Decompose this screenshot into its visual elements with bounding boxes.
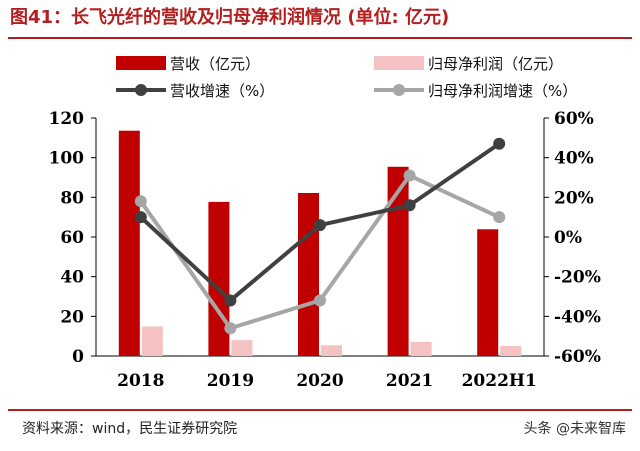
x-tick-label: 2021	[386, 371, 433, 391]
x-tick-label: 2020	[296, 371, 343, 391]
right-tick-label: 20%	[554, 188, 594, 208]
legend-net-profit-growth-marker	[393, 84, 405, 96]
x-tick-label: 2019	[207, 371, 254, 391]
left-tick-label: 60	[60, 228, 84, 248]
legend-revenue-swatch	[116, 56, 166, 70]
x-tick-label: 2018	[117, 371, 164, 391]
revenue-growth-point	[314, 219, 326, 232]
legend-net-profit-swatch	[374, 56, 424, 70]
source-note: 资料来源：wind，民生证券研究院	[22, 421, 238, 437]
right-tick-label: 60%	[554, 109, 594, 129]
net-profit-bar	[410, 341, 432, 356]
left-tick-label: 40	[60, 268, 84, 288]
legend-revenue-label: 营收（亿元）	[170, 55, 260, 73]
net-profit-growth-point	[224, 322, 237, 335]
net-profit-growth-point	[403, 169, 416, 182]
right-tick-label: 0%	[554, 228, 582, 248]
net-profit-growth-point	[314, 294, 326, 307]
revenue-bar	[387, 166, 409, 356]
legend-net-profit-growth-label: 归母净利润增速（%）	[428, 82, 577, 100]
title-divider	[8, 37, 632, 39]
revenue-bar	[118, 130, 140, 356]
revenue-bar	[477, 229, 499, 356]
chart-title: 图41：长飞光纤的营收及归母净利润情况 (单位: 亿元)	[10, 7, 450, 28]
left-tick-label: 100	[49, 149, 85, 169]
combo-chart: 0 20 40 60 80 100 120 -60% -40% -20% 0% 20% 40% 60% 20…	[49, 55, 601, 391]
right-tick-label: -40%	[554, 307, 601, 327]
legend-revenue-growth-marker	[135, 84, 147, 96]
revenue-growth-point	[134, 211, 147, 224]
legend-net-profit-label: 归母净利润（亿元）	[428, 55, 563, 73]
revenue-growth-point	[403, 199, 416, 212]
legend-revenue-growth-label: 营收增速（%）	[170, 82, 274, 100]
left-tick-label: 20	[60, 307, 84, 327]
footer-divider	[8, 409, 632, 411]
revenue-growth-point	[224, 294, 237, 307]
watermark: 头条 @未来智库	[523, 421, 626, 437]
left-tick-label: 0	[72, 347, 84, 367]
right-tick-label: 40%	[554, 149, 594, 169]
net-profit-bar	[141, 326, 163, 356]
net-profit-growth-point	[134, 195, 147, 208]
net-profit-growth-point	[493, 211, 506, 224]
net-profit-bar	[500, 345, 522, 356]
net-profit-bar	[321, 345, 342, 356]
revenue-bar	[208, 201, 230, 356]
right-tick-label: -60%	[554, 347, 601, 367]
revenue-growth-point	[493, 137, 506, 150]
left-tick-label: 120	[49, 109, 85, 129]
right-tick-label: -20%	[554, 268, 601, 288]
x-tick-label: 2022H1	[462, 371, 537, 391]
revenue-bar	[298, 192, 319, 356]
net-profit-bar	[231, 340, 253, 356]
left-tick-label: 80	[60, 188, 84, 208]
